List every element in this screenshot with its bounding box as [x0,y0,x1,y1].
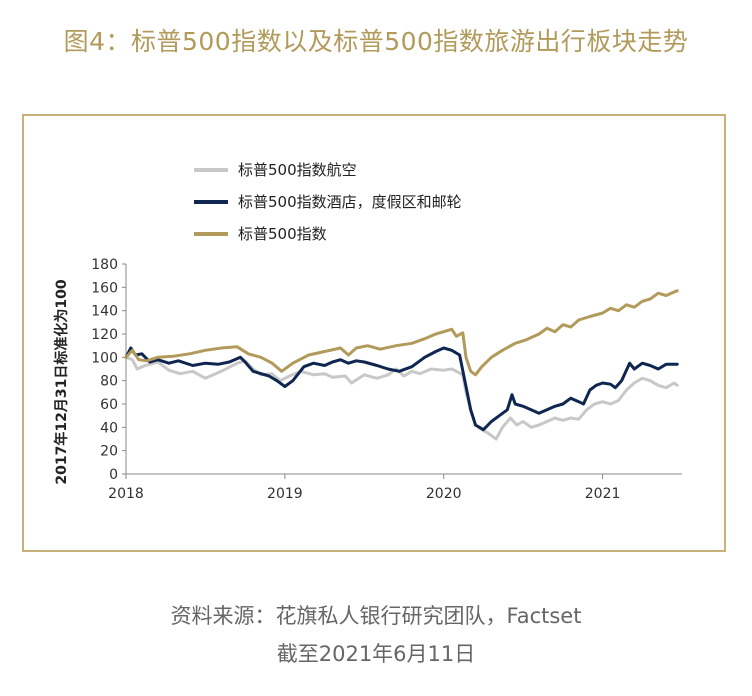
y-tick-label: 120 [91,327,118,343]
series-line-2 [124,289,679,377]
y-tick-label: 20 [100,444,118,460]
x-tick-label: 2021 [585,486,621,502]
legend-label-1: 标普500指数酒店，度假区和邮轮 [238,193,462,211]
figure-title: 图4：标普500指数以及标普500指数旅游出行板块走势 [63,27,689,56]
y-tick-label: 0 [109,467,118,483]
chart-axes: 0 20 40 60 80 100 120 140 160 180 2018 2019 2020 2021 [91,257,682,502]
y-tick-label: 160 [91,280,118,296]
y-axis-label: 2017年12月31日标准化为100 [53,279,70,484]
series-line-0 [124,355,679,441]
y-tick-label: 140 [91,304,118,320]
x-tick-label: 2018 [108,486,144,502]
legend-label-0: 标普500指数航空 [238,161,357,179]
y-tick-label: 40 [100,420,118,436]
y-tick-label: 180 [91,257,118,273]
series-group [124,289,679,441]
x-tick-label: 2019 [267,486,303,502]
y-tick-label: 100 [91,350,118,366]
legend-label-2: 标普500指数 [238,225,327,243]
y-tick-label: 60 [100,397,118,413]
chart-frame [22,114,726,552]
date-note: 截至2021年6月11日 [276,642,476,666]
source-note: 资料来源：花旗私人银行研究团队，Factset [170,604,582,628]
x-tick-label: 2020 [426,486,462,502]
y-tick-label: 80 [100,374,118,390]
series-line-1 [124,346,679,432]
